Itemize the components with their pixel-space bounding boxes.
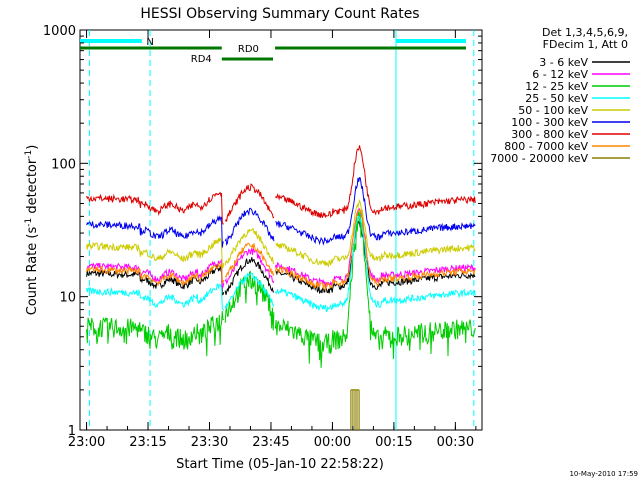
legend-header: Det 1,3,4,5,6,9, <box>542 26 628 39</box>
series-line <box>86 145 476 225</box>
legend-label: 300 - 800 keV <box>511 128 588 141</box>
night-label: N <box>146 37 153 48</box>
chart-title: HESSI Observing Summary Count Rates <box>140 6 419 22</box>
x-tick-label: 23:30 <box>191 435 228 450</box>
rd0-label: RD0 <box>238 44 259 55</box>
legend-header: FDecim 1, Att 0 <box>543 38 628 51</box>
x-tick-label: 00:15 <box>375 435 412 450</box>
y-tick-label: 10 <box>59 291 76 306</box>
y-tick-label: 1000 <box>43 24 76 39</box>
x-tick-label: 23:00 <box>68 435 105 450</box>
series-line <box>86 209 476 292</box>
series-line <box>350 389 360 430</box>
y-axis-label: Count Rate (s-1 detector-1) <box>24 145 40 316</box>
legend-label: 800 - 7000 keV <box>504 140 588 153</box>
x-tick-label: 23:15 <box>129 435 166 450</box>
rd4-label: RD4 <box>191 54 212 65</box>
legend-label: 6 - 12 keV <box>532 68 588 81</box>
legend-label: 25 - 50 keV <box>525 92 588 105</box>
legend-label: 3 - 6 keV <box>539 56 588 69</box>
legend-label: 12 - 25 keV <box>525 80 588 93</box>
x-tick-label: 23:45 <box>252 435 289 450</box>
series-line <box>86 215 476 313</box>
plot-frame <box>79 29 483 431</box>
legend-label: 100 - 300 keV <box>511 116 588 129</box>
series-line <box>86 199 476 270</box>
x-axis-label: Start Time (05-Jan-10 22:58:22) <box>176 457 384 472</box>
y-tick-label: 100 <box>51 157 76 172</box>
series-line <box>86 177 476 248</box>
legend-label: 50 - 100 keV <box>518 104 588 117</box>
series-line <box>86 220 476 296</box>
legend: Det 1,3,4,5,6,9,FDecim 1, Att 0 3 - 6 keV… <box>490 26 630 165</box>
x-tick-label: 00:30 <box>437 435 474 450</box>
x-tick-label: 00:00 <box>314 435 351 450</box>
timestamp: 10-May-2010 17:59 <box>569 470 638 478</box>
y-tick-label: 1 <box>68 424 76 439</box>
legend-label: 7000 - 20000 keV <box>490 152 588 165</box>
